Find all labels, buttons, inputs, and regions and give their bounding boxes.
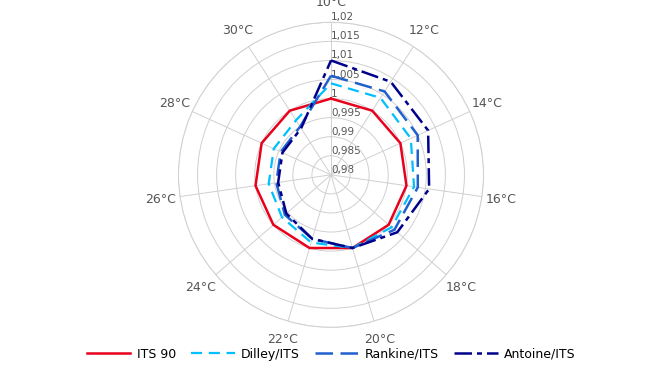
Legend: ITS 90, Dilley/ITS, Rankine/ITS, Antoine/ITS: ITS 90, Dilley/ITS, Rankine/ITS, Antoine… [81, 343, 581, 366]
